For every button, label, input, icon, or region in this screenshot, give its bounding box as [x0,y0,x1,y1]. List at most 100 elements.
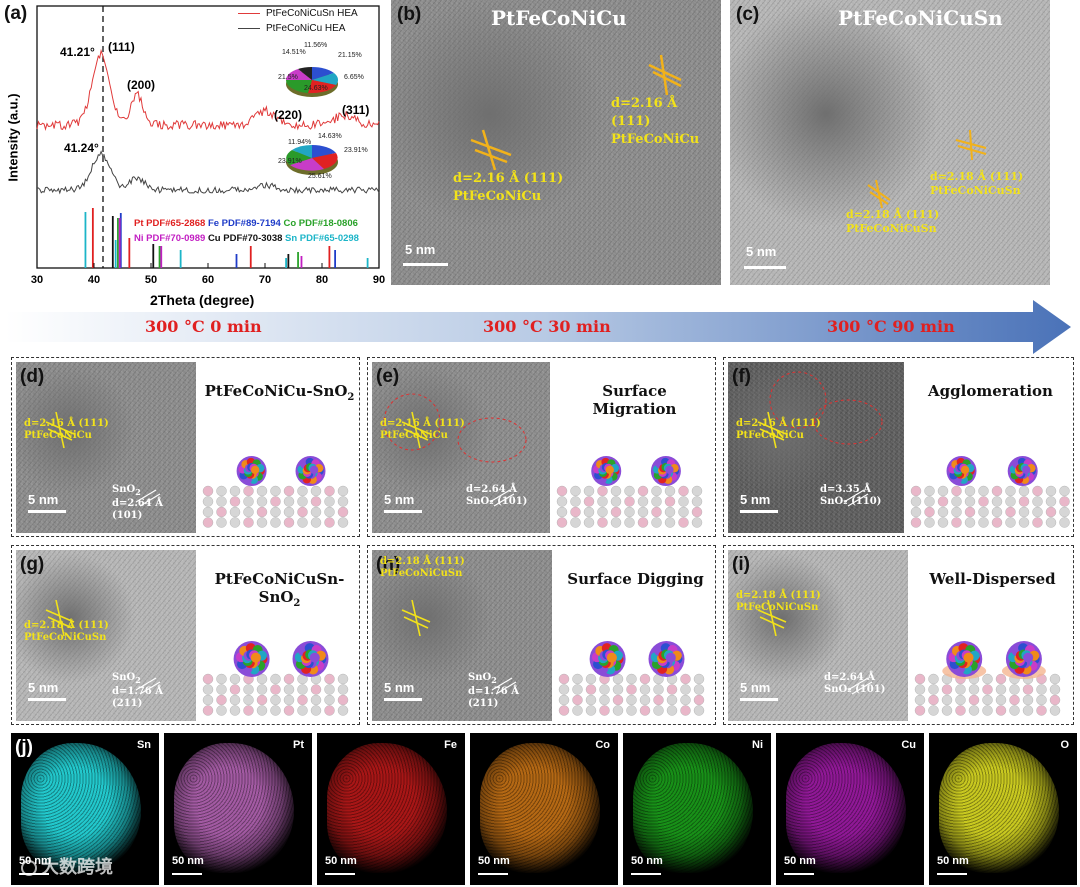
sno2-annotation: SnO2 d=1.76 Å (211) [112,672,163,709]
pie-top-labels: 11.56% 21.15% 14.51% 6.65% 21.5% 24.63% [278,42,364,92]
panel-label-c: (c) [736,4,760,25]
panel-title: Surface Digging [567,570,704,588]
ann-c1: d=2.18 Å (111) PtFeCoNiCuSn [930,170,1024,197]
lattice-annotation: d=2.18 Å (111) PtFeCoNiCuSn [24,620,109,643]
panel-label-a: (a) [4,3,28,24]
xrd-black-curve [36,150,380,195]
panel-label: (d) [20,366,45,387]
svg-text:80: 80 [316,274,328,286]
lattice-annotation: d=2.16 Å (111) PtFeCoNiCu [736,418,821,441]
time-90: 300 °C 90 min [827,317,955,336]
eds-map-sn: Sn 50 nm [11,733,159,885]
eds-maps: Sn 50 nm Pt 50 nm Fe 50 nm Co 50 nm Ni 5… [11,733,1077,885]
element-label: Sn [136,739,151,751]
tem-image: (e) d=2.16 Å (111) PtFeCoNiCu d=2.64 Å SnO… [372,362,550,533]
eds-map-pt: Pt 50 nm [164,733,312,885]
watermark-icon [21,860,37,876]
ann-b1: d=2.16 Å (111) PtFeCoNiCu [611,96,700,147]
legend-red: PtFeCoNiCuSn HEA [266,8,358,19]
tem-image: (h) d=2.18 Å (111) PtFeCoNiCuSn SnO2 d=1.7… [372,550,552,721]
sno2-annotation: d=3.35 Å SnO₂ (110) [820,484,882,507]
lattice-annotation: d=2.16 Å (111) PtFeCoNiCu [380,418,465,441]
panel-d: (d) d=2.16 Å (111) PtFeCoNiCu SnO2 d=2.64 … [11,357,360,537]
xrd-panel: 30 40 50 60 70 80 90 (a) Intensity (a.u.) 2The… [0,0,385,315]
panel-label: (i) [732,554,750,575]
peak-111: (111) [108,40,135,54]
panel-label: (e) [376,366,400,387]
panel-label: (g) [20,554,45,575]
scale-bar: 5 nm [28,492,59,507]
pdf-legend: Pt PDF#65-2868 Fe PDF#89-7194 Co PDF#18-… [134,218,359,244]
scale-bar: 5 nm [384,492,415,507]
map-scale: 50 nm [172,855,204,867]
eds-map-fe: Fe 50 nm [317,733,465,885]
panel-h: (h) d=2.18 Å (111) PtFeCoNiCuSn SnO2 d=1.7… [367,545,716,725]
x-axis-label: 2Theta (degree) [150,292,255,308]
panel-title: Agglomeration [928,382,1053,400]
panel-title: PtFeCoNiCu-SnO2 [204,382,355,403]
pie-top [285,66,339,97]
peak-220: (220) [274,108,303,122]
panel-label: (h) [376,554,401,575]
panel-title: PtFeCoNiCuSn-SnO2 [214,570,345,609]
timeline-arrow: 300 °C 0 min 300 °C 30 min 300 °C 90 min [5,298,1075,356]
svg-text:30: 30 [31,274,43,286]
tem-panel-b: (b) PtFeCoNiCu d=2.16 Å (111) PtFeCoNiCu … [391,0,721,285]
panel-f: (f) d=2.16 Å (111) PtFeCoNiCu d=3.35 Å SnO… [723,357,1074,537]
lattice-marks-c [867,129,987,209]
element-label: Co [595,739,610,751]
tem-image: (f) d=2.16 Å (111) PtFeCoNiCu d=3.35 Å SnO… [728,362,904,533]
eds-map-co: Co 50 nm [470,733,618,885]
scale-bar: 5 nm [384,680,415,695]
panel-c-title: PtFeCoNiCuSn [838,6,1003,30]
xrd-red-curve [36,48,380,131]
eds-map-cu: Cu 50 nm [776,733,924,885]
map-scale: 50 nm [631,855,663,867]
schematic [202,456,349,528]
scale-b: 5 nm [405,242,436,257]
panel-label-b: (b) [397,4,422,25]
element-label: Ni [752,739,763,751]
panel-g: (g) d=2.18 Å (111) PtFeCoNiCuSn SnO2 d=1.7… [11,545,360,725]
legend: PtFeCoNiCuSn HEA PtFeCoNiCu HEA [238,8,358,34]
peak-200: (200) [127,78,156,92]
sno2-annotation: SnO2 d=1.76 Å (211) [468,672,519,709]
schematic [556,456,703,528]
y-axis-label: Intensity (a.u.) [5,93,21,182]
panel-title: Surface Migration [592,382,677,418]
time-0: 300 °C 0 min [145,317,262,336]
scale-bar: 5 nm [740,492,771,507]
pie-bottom [286,145,338,175]
lattice-marks-b [470,54,682,171]
sno2-annotation: d=2.64 Å SnO₂ (101) [824,672,886,695]
map-scale: 50 nm [937,855,969,867]
eds-map-o: O 50 nm [929,733,1077,885]
schematic [202,641,349,716]
tem-panel-c: (c) PtFeCoNiCuSn d=2.18 Å (111) PtFeCoNiC… [730,0,1050,285]
schematic [558,641,705,716]
lattice-annotation: d=2.18 Å (111) PtFeCoNiCuSn [380,556,465,579]
element-label: Cu [901,739,916,751]
scale-bar: 5 nm [740,680,771,695]
svg-text:40: 40 [88,274,100,286]
sno2-annotation: SnO2 d=2.64 Å (101) [112,484,163,521]
map-scale: 50 nm [784,855,816,867]
element-label: Pt [293,739,304,751]
sno2-annotation: d=2.64 Å SnO₂ (101) [466,484,528,507]
map-scale: 50 nm [478,855,510,867]
svg-text:50: 50 [145,274,157,286]
tem-image: (g) d=2.18 Å (111) PtFeCoNiCuSn SnO2 d=1.7… [16,550,196,721]
panel-title: Well-Dispersed [929,570,1056,588]
tem-image: (d) d=2.16 Å (111) PtFeCoNiCu SnO2 d=2.64 … [16,362,196,533]
ann-b2: d=2.16 Å (111) PtFeCoNiCu [453,171,564,204]
time-30: 300 °C 30 min [483,317,611,336]
angle-top: 41.21° [60,45,95,59]
peak-311: (311) [342,103,370,117]
map-scale: 50 nm [325,855,357,867]
angle-bottom: 41.24° [64,141,99,155]
watermark: 大数跨境 [21,853,113,879]
scale-bar: 5 nm [28,680,59,695]
legend-black: PtFeCoNiCu HEA [266,23,346,34]
